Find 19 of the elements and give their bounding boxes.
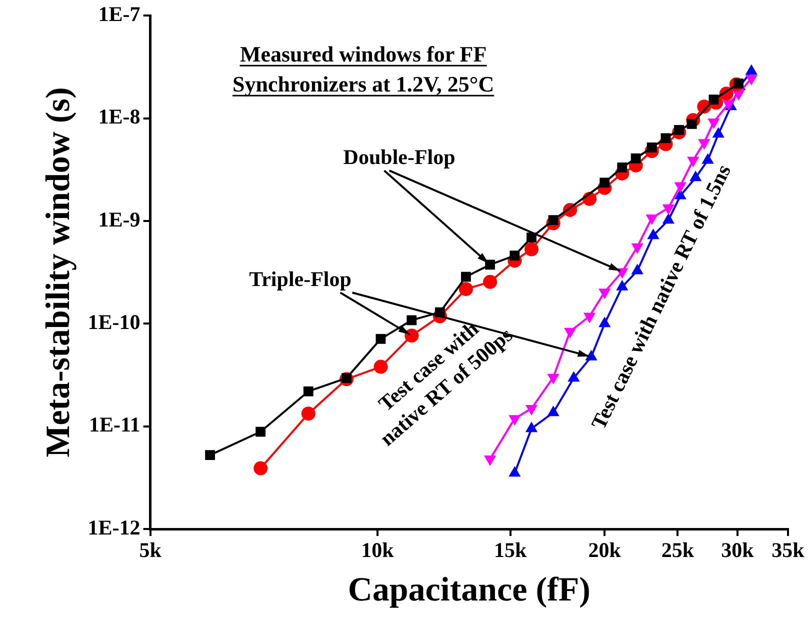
text: Measured windows for FF Synchronizers at 1.2V, 25°C: [232, 42, 494, 97]
y-tick-label: 1E-12: [88, 515, 140, 540]
annotation: Triple-Flop: [249, 267, 352, 292]
x-tick-label: 35k: [772, 538, 805, 562]
x-tick-label: 10k: [361, 538, 394, 562]
x-tick-label: 20k: [588, 538, 622, 562]
x-axis-title: Capacitance (fF): [348, 571, 590, 608]
x-tick-label: 5k: [139, 538, 162, 562]
x-tick-label: 15k: [494, 538, 527, 562]
annotation: Test case with native RT of 1.5ns: [586, 160, 736, 434]
y-axis-title: Meta-stability window (s): [40, 87, 78, 458]
x-tick-label: 25k: [661, 538, 694, 562]
y-tick-label: 1E-9: [98, 207, 140, 232]
y-tick-label: 1E-8: [98, 104, 140, 129]
y-tick-label: 1E-11: [88, 412, 140, 437]
y-tick-label: 1E-7: [98, 2, 140, 26]
annotation: Double-Flop: [343, 145, 456, 170]
x-tick-label: 30k: [721, 538, 754, 562]
y-tick-label: 1E-10: [88, 310, 140, 334]
